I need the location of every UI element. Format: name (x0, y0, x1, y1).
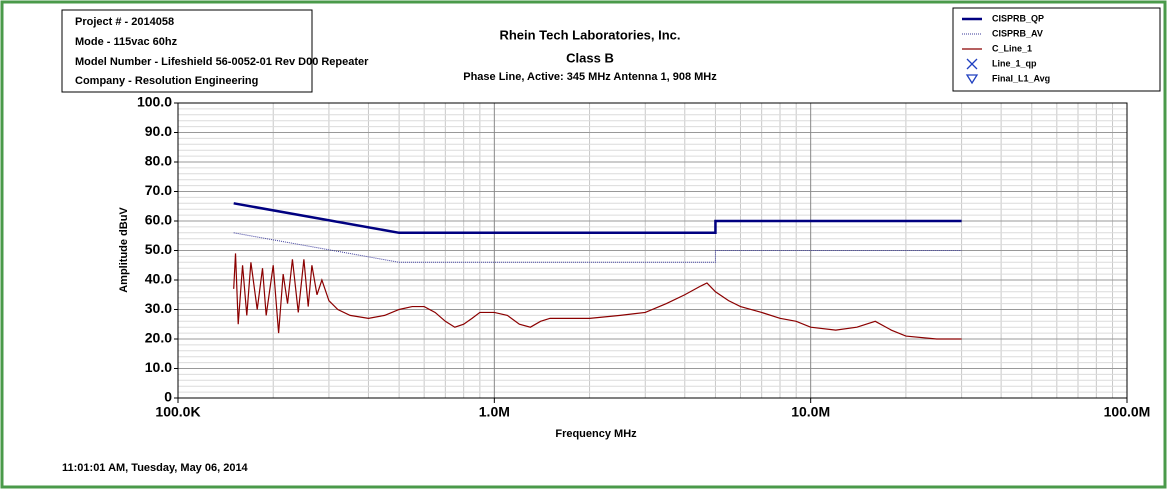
legend-label: C_Line_1 (992, 43, 1032, 53)
y-tick-label: 10.0 (145, 359, 172, 375)
legend-swatch (965, 74, 979, 85)
footer: 11:01:01 AM, Tuesday, May 06, 2014 (62, 462, 249, 474)
info-line: Project # - 2014058 (75, 16, 174, 28)
series-line (233, 232, 962, 263)
x-tick-label: 100.0K (155, 404, 200, 420)
legend-label: Final_L1_Avg (992, 73, 1050, 83)
y-tick-label: 100.0 (137, 94, 172, 110)
info-line: Model Number - Lifeshield 56-0052-01 Rev… (75, 56, 369, 68)
x-tick-label: 10.0M (791, 404, 830, 420)
y-tick-label: 50.0 (145, 241, 172, 257)
legend-label: CISPRB_QP (992, 13, 1044, 23)
y-tick-label: 40.0 (145, 271, 172, 287)
y-tick-label: 80.0 (145, 153, 172, 169)
x-tick-label: 1.0M (479, 404, 510, 420)
y-tick-label: 30.0 (145, 300, 172, 316)
series-line (233, 253, 962, 340)
chart-description: Phase Line, Active: 345 MHz Antenna 1, 9… (463, 71, 717, 83)
info-line: Mode - 115vac 60hz (75, 36, 178, 48)
info-box (61, 9, 313, 93)
y-tick-label: 90.0 (145, 123, 172, 139)
y-tick-label: 20.0 (145, 330, 172, 346)
legend-swatch (966, 58, 978, 70)
legend-box (952, 7, 1161, 92)
y-axis-label: Amplitude dBuV (118, 207, 130, 293)
series-line (233, 202, 962, 235)
y-tick-label: 70.0 (145, 182, 172, 198)
info-line: Company - Resolution Engineering (75, 75, 258, 87)
chart-subtitle: Class B (566, 50, 614, 65)
chart-title: Rhein Tech Laboratories, Inc. (499, 27, 680, 42)
plot-border (177, 102, 1128, 399)
y-tick-label: 0 (164, 389, 172, 405)
legend-label: CISPRB_AV (992, 28, 1043, 38)
x-axis-label: Frequency MHz (555, 428, 637, 440)
legend-label: Line_1_qp (992, 58, 1037, 68)
y-tick-label: 60.0 (145, 212, 172, 228)
x-tick-label: 100.0M (1104, 404, 1151, 420)
